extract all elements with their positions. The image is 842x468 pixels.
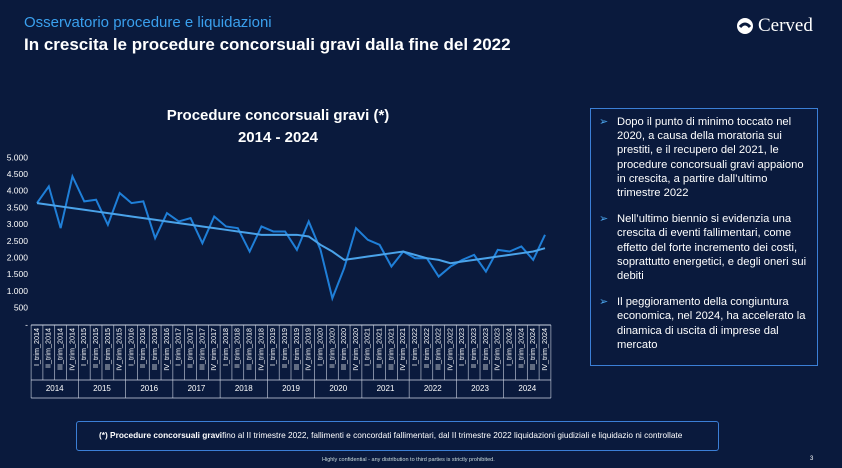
- bullet: Dopo il punto di minimo toccato nel 2020…: [597, 115, 809, 200]
- y-tick-label: 500: [14, 303, 28, 313]
- x-tick-label: II_trim_2024: [516, 328, 525, 368]
- y-tick-label: 2.000: [7, 252, 29, 262]
- bullet: Nell’ultimo biennio si evidenzia una cre…: [597, 212, 809, 283]
- y-tick-label: 5.000: [7, 152, 29, 162]
- logo-text: Cerved: [758, 15, 813, 36]
- x-tick-label: I_trim_2017: [174, 328, 183, 366]
- group-label: 2024: [518, 384, 536, 393]
- y-tick-label: 4.000: [7, 186, 29, 196]
- x-tick-label: II_trim_2017: [185, 328, 194, 368]
- x-tick-label: I_trim_2021: [363, 328, 372, 366]
- x-tick-label: III_trim_2020: [339, 328, 348, 370]
- footnote: (*) Procedure concorsuali gravifino al I…: [76, 421, 719, 451]
- bullet: Il peggioramento della congiuntura econo…: [597, 295, 809, 352]
- x-tick-label: IV_trim_2014: [67, 328, 76, 371]
- x-tick-label: II_trim_2019: [280, 328, 289, 368]
- x-tick-label: II_trim_2018: [233, 328, 242, 368]
- logo: Cerved: [736, 15, 813, 37]
- x-tick-label: III_trim_2014: [56, 328, 65, 370]
- x-tick-label: III_trim_2022: [434, 328, 443, 370]
- x-tick-label: III_trim_2019: [292, 328, 301, 370]
- x-tick-label: I_trim_2022: [410, 328, 419, 366]
- x-tick-label: III_trim_2021: [386, 328, 395, 370]
- group-label: 2016: [140, 384, 158, 393]
- kicker: Osservatorio procedure e liquidazioni: [24, 14, 272, 31]
- group-label: 2023: [471, 384, 489, 393]
- insight-panel: Dopo il punto di minimo toccato nel 2020…: [590, 108, 818, 366]
- footnote-text: fino al II trimestre 2022, fallimenti e …: [222, 430, 683, 440]
- slide-title: In crescita le procedure concorsuali gra…: [24, 35, 511, 54]
- x-tick-label: II_trim_2014: [44, 328, 53, 368]
- group-label: 2019: [282, 384, 300, 393]
- x-tick-label: I_trim_2016: [126, 328, 135, 366]
- x-tick-label: II_trim_2022: [422, 328, 431, 368]
- x-tick-label: III_trim_2018: [245, 328, 254, 370]
- y-tick-label: 3.500: [7, 202, 29, 212]
- x-tick-label: II_trim_2021: [375, 328, 384, 368]
- y-tick-label: 3.000: [7, 219, 29, 229]
- x-tick-label: I_trim_2020: [315, 328, 324, 366]
- x-tick-label: II_trim_2015: [91, 328, 100, 368]
- x-tick-label: IV_trim_2024: [540, 328, 549, 371]
- bullet-list: Dopo il punto di minimo toccato nel 2020…: [597, 115, 809, 352]
- page-number: 3: [810, 456, 814, 462]
- x-tick-label: IV_trim_2019: [304, 328, 313, 371]
- x-tick-label: I_trim_2024: [504, 328, 513, 366]
- x-tick-label: IV_trim_2015: [115, 328, 124, 371]
- x-tick-label: I_trim_2018: [221, 328, 230, 366]
- y-tick-label: -: [25, 319, 28, 329]
- x-tick-label: IV_trim_2020: [351, 328, 360, 371]
- group-label: 2021: [377, 384, 395, 393]
- x-tick-label: III_trim_2024: [528, 328, 537, 370]
- y-tick-label: 1.500: [7, 269, 29, 279]
- x-tick-label: IV_trim_2017: [209, 328, 218, 371]
- x-tick-label: II_trim_2016: [138, 328, 147, 368]
- x-tick-label: III_trim_2016: [150, 328, 159, 370]
- x-tick-label: III_trim_2023: [481, 328, 490, 370]
- x-tick-label: II_trim_2023: [469, 328, 478, 368]
- group-label: 2014: [46, 384, 64, 393]
- x-tick-label: I_trim_2023: [457, 328, 466, 366]
- group-label: 2020: [329, 384, 347, 393]
- y-tick-label: 4.500: [7, 169, 29, 179]
- x-tick-label: II_trim_2020: [327, 328, 336, 368]
- line-series: [36, 202, 546, 265]
- footnote-bold: (*) Procedure concorsuali gravi: [99, 430, 223, 440]
- x-tick-label: IV_trim_2018: [256, 328, 265, 371]
- group-label: 2022: [424, 384, 442, 393]
- x-tick-label: IV_trim_2022: [445, 328, 454, 371]
- y-tick-label: 1.000: [7, 286, 29, 296]
- logo-icon: [737, 18, 753, 34]
- x-tick-label: I_trim_2019: [268, 328, 277, 366]
- line-series: [36, 173, 546, 302]
- x-tick-label: I_trim_2015: [79, 328, 88, 366]
- group-label: 2015: [93, 384, 111, 393]
- group-label: 2017: [188, 384, 206, 393]
- y-tick-label: 2.500: [7, 236, 29, 246]
- chart-title: Procedure concorsuali gravi (*): [167, 107, 390, 124]
- x-tick-label: IV_trim_2021: [398, 328, 407, 371]
- group-label: 2018: [235, 384, 253, 393]
- x-tick-label: III_trim_2015: [103, 328, 112, 370]
- chart-subtitle: 2014 - 2024: [238, 129, 319, 146]
- x-tick-label: IV_trim_2023: [493, 328, 502, 371]
- x-tick-label: IV_trim_2016: [162, 328, 171, 371]
- x-tick-label: III_trim_2017: [197, 328, 206, 370]
- confidential: Highly confidential - any distribution t…: [322, 457, 495, 463]
- x-tick-label: I_trim_2014: [32, 328, 41, 366]
- chart: Procedure concorsuali gravi (*) 2014 - 2…: [7, 107, 552, 399]
